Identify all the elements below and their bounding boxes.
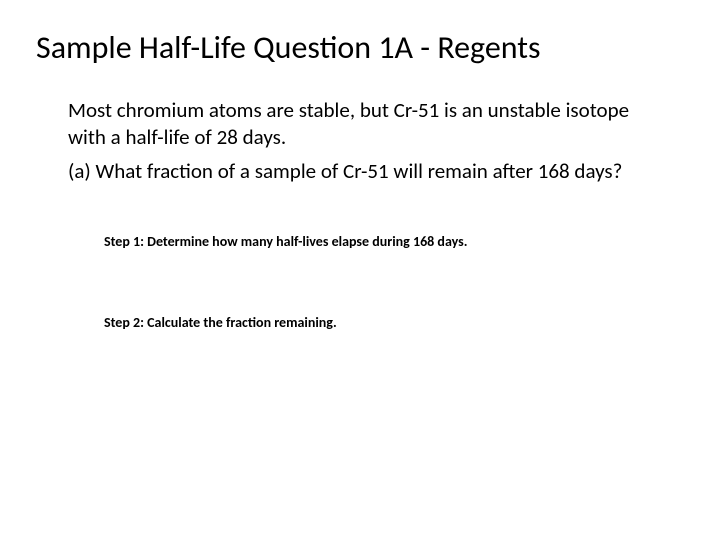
slide-title: Sample Half-Life Question 1A - Regents xyxy=(36,28,684,67)
question-part-a: (a) What fraction of a sample of Cr-51 w… xyxy=(68,158,644,185)
question-intro: Most chromium atoms are stable, but Cr-5… xyxy=(68,97,644,152)
step-1-text: Step 1: Determine how many half-lives el… xyxy=(104,233,684,250)
step-2-text: Step 2: Calculate the fraction remaining… xyxy=(104,314,684,331)
slide-container: Sample Half-Life Question 1A - Regents M… xyxy=(0,0,720,540)
